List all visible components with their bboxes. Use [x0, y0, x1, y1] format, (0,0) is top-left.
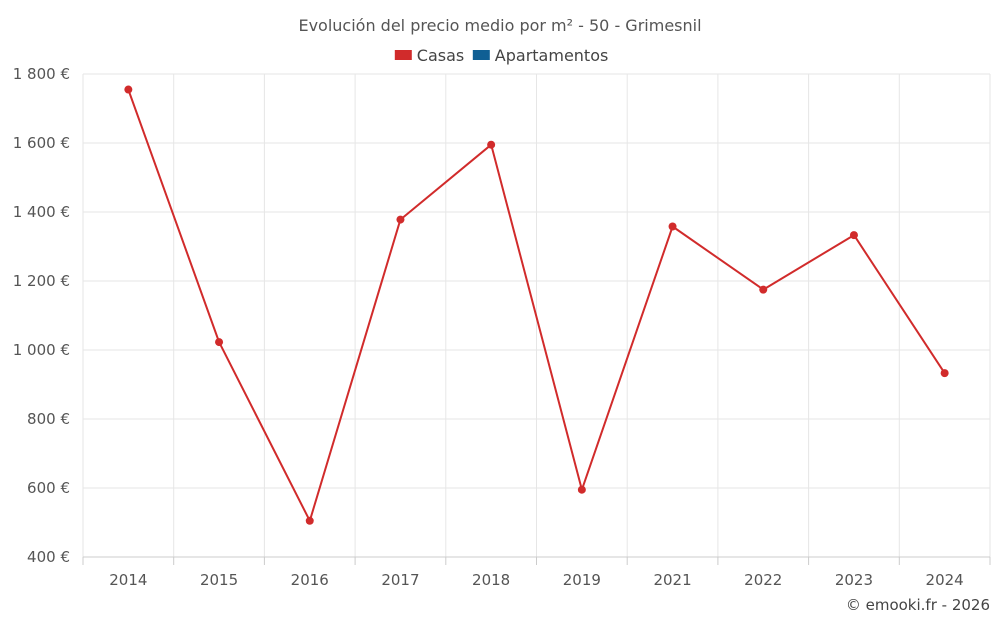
x-tick-label: 2017 [381, 571, 419, 589]
legend-swatch [394, 50, 412, 60]
x-tick-label: 2024 [926, 571, 964, 589]
x-tick-label: 2014 [109, 571, 147, 589]
data-point[interactable] [215, 338, 224, 347]
credit-text: © emooki.fr - 2026 [846, 596, 990, 614]
axes: 400 € 600 € 800 € 1 000 € 1 200 € 1 400 € 1 60… [13, 65, 991, 589]
legend-item-apartamentos[interactable]: Apartamentos [472, 46, 609, 65]
y-tick-label: 1 400 € [13, 203, 70, 221]
data-point[interactable] [940, 369, 949, 378]
data-point[interactable] [396, 215, 405, 224]
legend-label: Apartamentos [495, 46, 609, 65]
x-tick-label: 2015 [200, 571, 238, 589]
x-tick-label: 2018 [472, 571, 510, 589]
y-tick-label: 600 € [27, 479, 70, 497]
x-tick-label: 2021 [653, 571, 691, 589]
data-point[interactable] [124, 85, 133, 94]
y-tick-label: 800 € [27, 410, 70, 428]
y-tick-label: 1 800 € [13, 65, 70, 83]
series-line-casas [127, 89, 946, 522]
data-point[interactable] [487, 140, 496, 149]
x-tick-label: 2016 [291, 571, 329, 589]
data-point[interactable] [577, 485, 586, 494]
legend-label: Casas [417, 46, 464, 65]
legend: Casas Apartamentos [394, 46, 609, 65]
x-tick-label: 2023 [835, 571, 873, 589]
y-tick-label: 1 000 € [13, 341, 70, 359]
x-tick-label: 2019 [563, 571, 601, 589]
y-tick-label: 1 600 € [13, 134, 70, 152]
data-point[interactable] [668, 222, 677, 231]
chart-title: Evolución del precio medio por m² - 50 -… [298, 16, 701, 35]
data-point[interactable] [849, 231, 858, 240]
legend-swatch [472, 50, 490, 60]
series-layer [124, 85, 949, 525]
legend-item-casas[interactable]: Casas [394, 46, 464, 65]
y-tick-label: 400 € [27, 548, 70, 566]
data-point[interactable] [759, 285, 768, 294]
y-tick-label: 1 200 € [13, 272, 70, 290]
data-point[interactable] [305, 516, 314, 525]
x-tick-label: 2022 [744, 571, 782, 589]
